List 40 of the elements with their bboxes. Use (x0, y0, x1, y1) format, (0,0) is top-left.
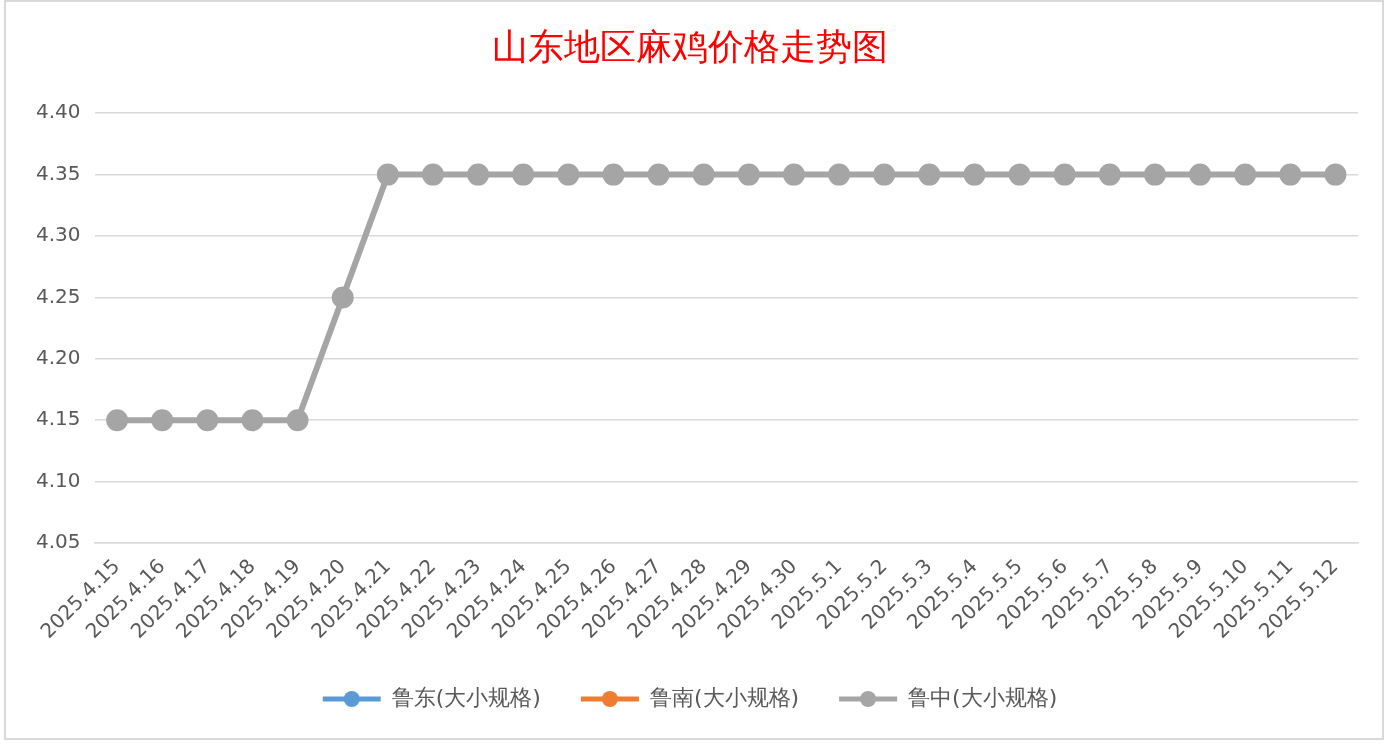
point (692, 163, 715, 186)
chart-title: 山东地区麻鸡价格走势图 (492, 27, 888, 68)
point (873, 163, 896, 186)
point (286, 409, 309, 432)
y-tick-label: 4.20 (36, 345, 81, 370)
point (151, 409, 174, 432)
y-tick-label: 4.25 (36, 283, 81, 308)
point (467, 163, 490, 186)
legend-label: 鲁中(大小规格) (908, 684, 1058, 710)
point (1234, 163, 1257, 186)
point (602, 163, 625, 186)
point (106, 409, 129, 432)
point (512, 163, 535, 186)
point (196, 409, 219, 432)
y-tick-label: 4.05 (36, 529, 81, 554)
point (1008, 163, 1031, 186)
point (557, 163, 580, 186)
y-tick-label: 4.10 (36, 467, 81, 492)
point (647, 163, 670, 186)
y-tick-label: 4.15 (36, 406, 81, 431)
point (1279, 163, 1302, 186)
point (1189, 163, 1212, 186)
legend-label: 鲁南(大小规格) (649, 684, 800, 710)
legend-label: 鲁东(大小规格) (391, 684, 541, 710)
point (421, 163, 444, 186)
point (828, 163, 851, 186)
point (1053, 163, 1076, 186)
point (737, 163, 760, 186)
point (1098, 163, 1121, 186)
point (241, 409, 264, 432)
y-tick-label: 4.35 (36, 160, 81, 185)
point (782, 163, 805, 186)
y-tick-label: 4.40 (36, 99, 81, 124)
point (963, 163, 986, 186)
point (1143, 163, 1166, 186)
point (1324, 163, 1347, 186)
y-tick-label: 4.30 (36, 222, 81, 247)
point (918, 163, 941, 186)
point (331, 286, 354, 309)
point (376, 163, 399, 186)
